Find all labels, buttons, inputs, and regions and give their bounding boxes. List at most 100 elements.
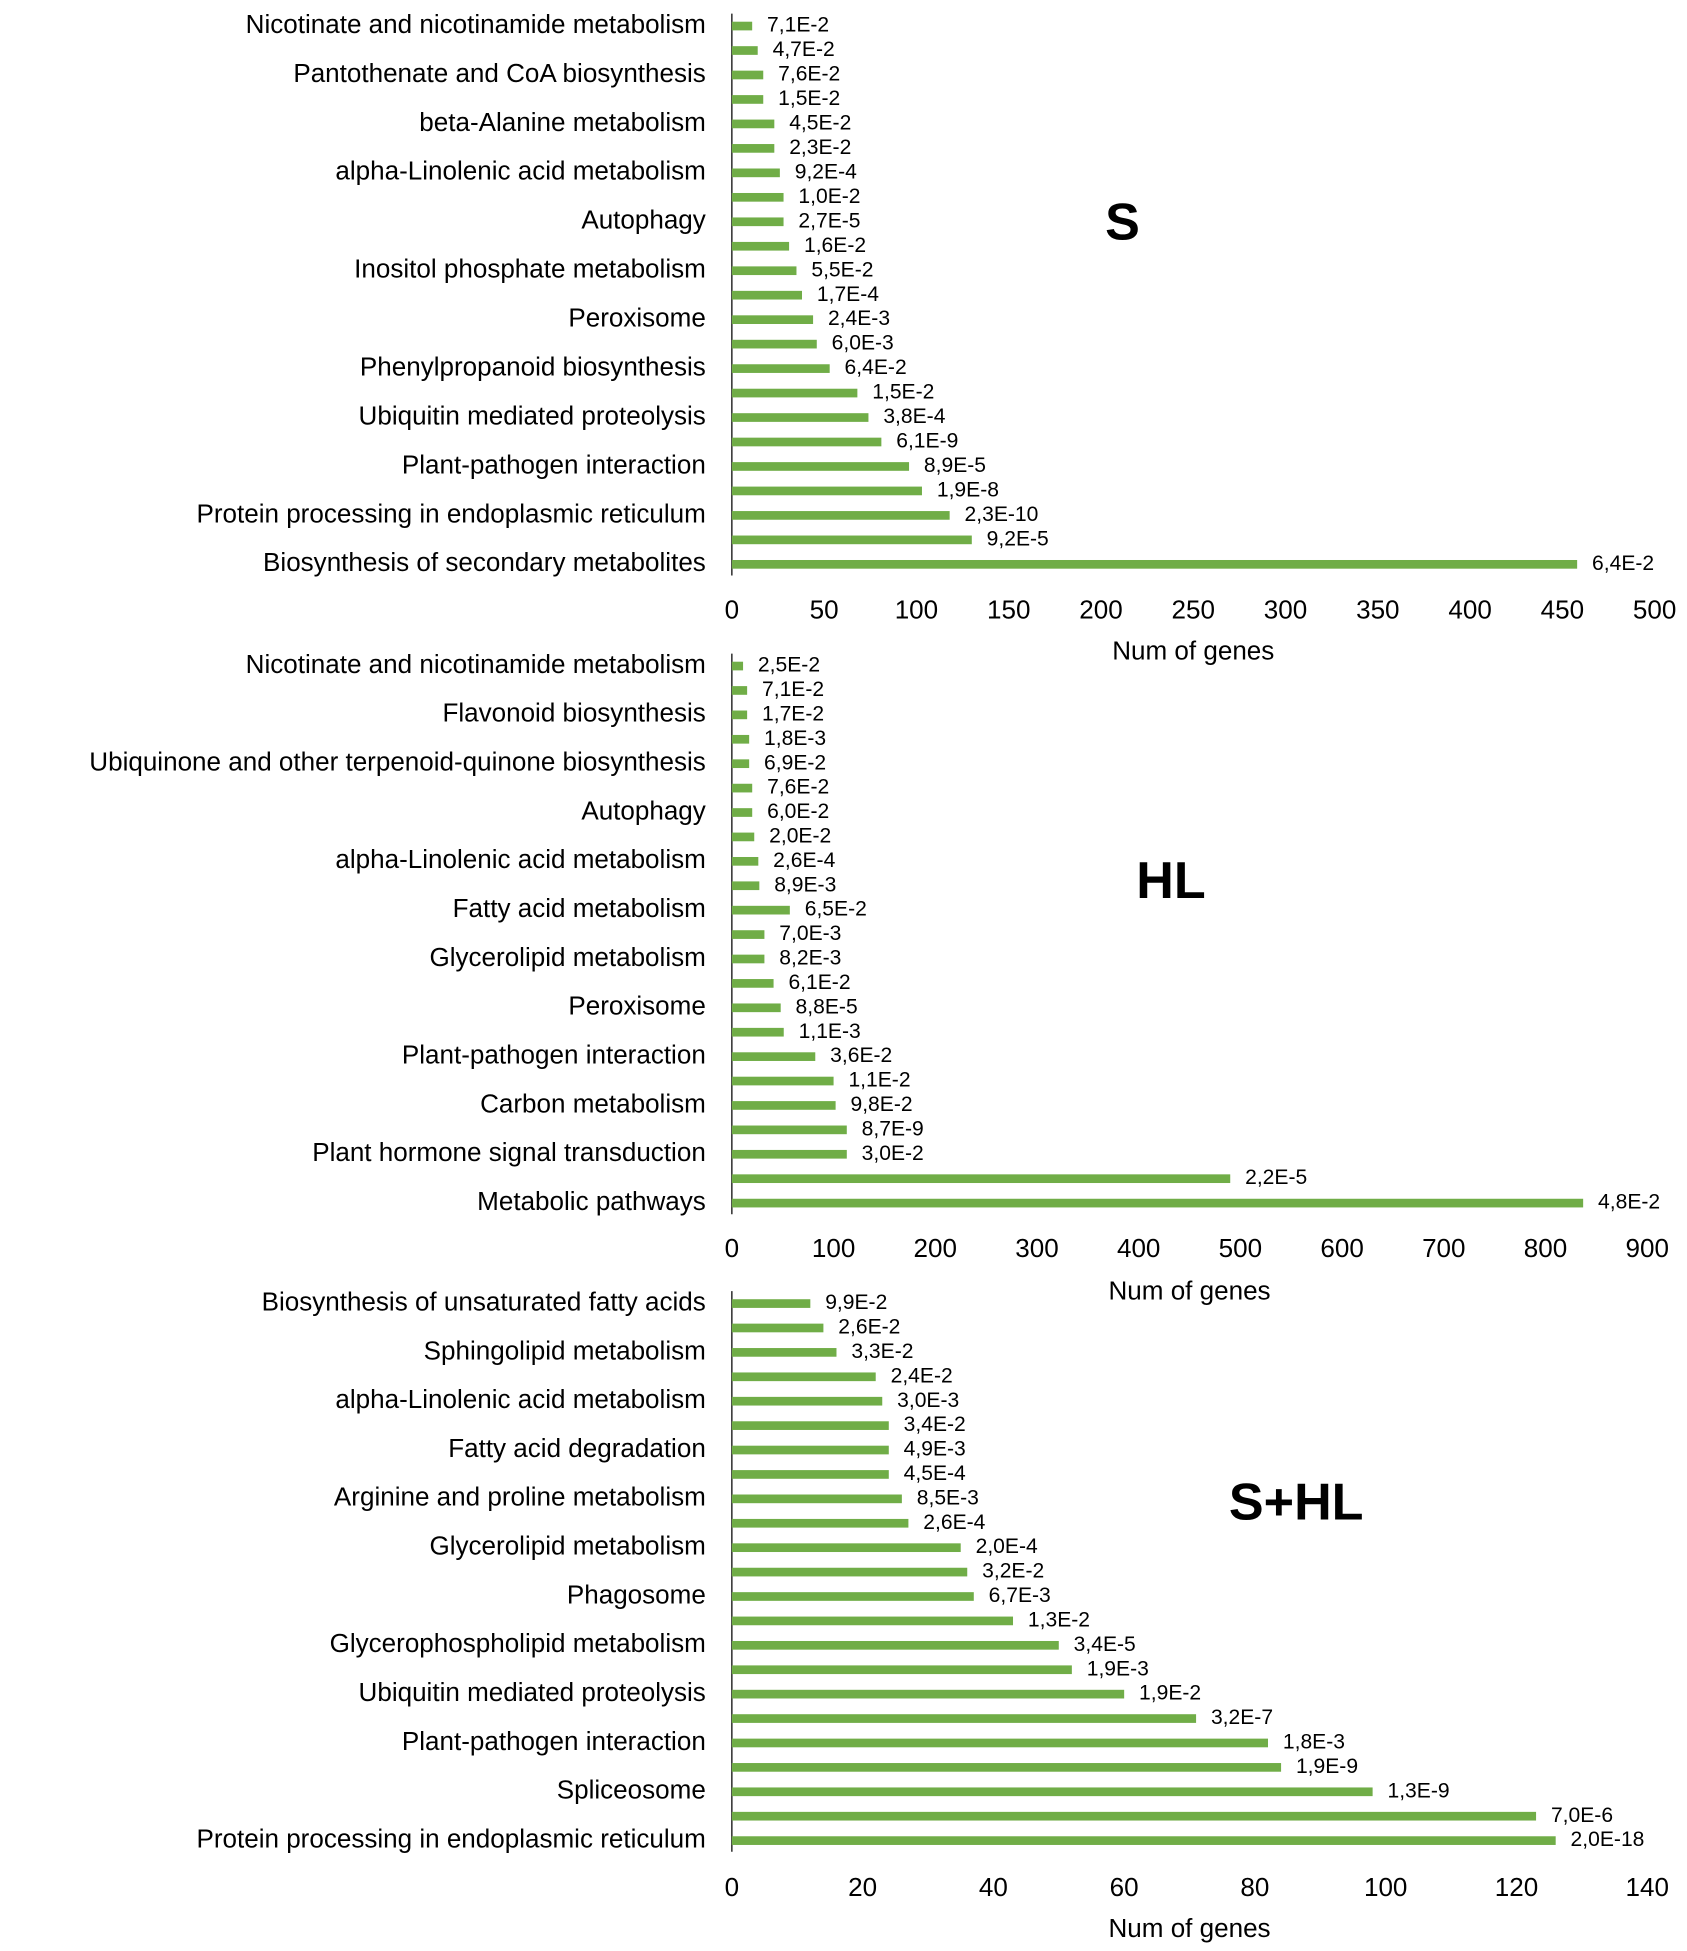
p-value-label: 2,4E-3 (828, 307, 890, 330)
p-value-label: 8,7E-9 (862, 1117, 924, 1140)
p-value-label: 1,3E-9 (1387, 1779, 1449, 1802)
bar (731, 95, 764, 104)
p-value-label: 8,9E-5 (924, 454, 986, 477)
bar (731, 1125, 847, 1135)
bar (731, 710, 748, 720)
p-value-label: 7,6E-2 (778, 63, 840, 86)
bar (731, 266, 797, 276)
bar (731, 1689, 1125, 1699)
bar (731, 192, 784, 202)
p-value-label: 2,6E-4 (773, 849, 835, 872)
p-value-label: 4,5E-4 (904, 1462, 966, 1485)
p-value-label: 5,5E-2 (811, 258, 873, 281)
category-label: Pantothenate and CoA biosynthesis (293, 58, 705, 88)
x-tick-label: 60 (1110, 1872, 1139, 1902)
p-value-label: 8,8E-5 (796, 995, 858, 1018)
bar (731, 1714, 1197, 1723)
p-value-label: 3,8E-4 (883, 405, 945, 428)
category-label: Metabolic pathways (477, 1186, 706, 1216)
bar (731, 1665, 1072, 1675)
category-label: Glycerolipid metabolism (429, 942, 705, 972)
x-tick-label: 100 (812, 1233, 855, 1263)
bar (731, 905, 790, 915)
bar (731, 661, 744, 671)
x-tick-label: 450 (1541, 594, 1584, 624)
bar (731, 144, 775, 153)
p-value-label: 8,5E-3 (917, 1486, 979, 1509)
x-tick-label: 250 (1172, 594, 1215, 624)
category-label: Plant-pathogen interaction (402, 1726, 706, 1756)
p-value-label: 2,7E-5 (798, 209, 860, 232)
bar (731, 315, 814, 325)
x-axis-label: Num of genes (1109, 1913, 1271, 1943)
x-tick-label: 0 (725, 1872, 739, 1902)
bar (731, 1348, 837, 1357)
bar (731, 70, 764, 80)
p-value-label: 3,4E-5 (1074, 1633, 1136, 1656)
p-value-label: 6,4E-2 (1592, 552, 1654, 575)
p-value-label: 9,2E-5 (987, 527, 1049, 550)
p-value-label: 1,9E-9 (1296, 1755, 1358, 1778)
bar (731, 783, 753, 793)
bar (731, 734, 750, 744)
x-tick-label: 150 (987, 594, 1030, 624)
category-label: Arginine and proline metabolism (334, 1482, 706, 1512)
p-value-label: 2,5E-2 (758, 654, 820, 677)
x-tick-label: 300 (1264, 594, 1307, 624)
bar (731, 808, 753, 817)
x-tick-label: 500 (1633, 594, 1676, 624)
category-label: Nicotinate and nicotinamide metabolism (246, 649, 706, 679)
x-axis-label: Num of genes (1112, 635, 1274, 665)
x-tick-label: 600 (1320, 1233, 1363, 1263)
p-value-label: 2,4E-2 (891, 1364, 953, 1387)
bar (731, 832, 755, 842)
bar (731, 1396, 883, 1406)
category-label: Ubiquinone and other terpenoid-quinone b… (89, 747, 706, 777)
p-value-label: 6,0E-2 (767, 800, 829, 823)
bar (731, 46, 758, 55)
panel-label: HL (1136, 852, 1205, 910)
category-label: Plant-pathogen interaction (402, 449, 706, 479)
bar (731, 119, 775, 129)
p-value-label: 1,9E-2 (1139, 1682, 1201, 1705)
category-label: Glycerolipid metabolism (429, 1531, 705, 1561)
x-tick-label: 20 (848, 1872, 877, 1902)
category-label: Phenylpropanoid biosynthesis (360, 351, 706, 381)
bar (731, 462, 910, 471)
category-label: Protein processing in endoplasmic reticu… (197, 498, 706, 528)
bar (731, 1811, 1537, 1821)
bar (731, 1052, 816, 1061)
category-label: Ubiquitin mediated proteolysis (359, 400, 706, 430)
x-tick-label: 900 (1625, 1233, 1668, 1263)
p-value-label: 4,5E-2 (789, 111, 851, 134)
x-tick-label: 350 (1356, 594, 1399, 624)
p-value-label: 1,8E-3 (1283, 1731, 1345, 1754)
p-value-label: 6,1E-2 (788, 971, 850, 994)
bar (731, 1299, 811, 1308)
bar (731, 1640, 1059, 1650)
x-tick-label: 120 (1495, 1872, 1538, 1902)
x-tick-label: 100 (1364, 1872, 1407, 1902)
panel-label: S+HL (1229, 1473, 1364, 1531)
x-tick-label: 0 (725, 1233, 739, 1263)
bar (731, 21, 753, 31)
category-label: Peroxisome (568, 991, 705, 1021)
x-tick-label: 80 (1240, 1872, 1269, 1902)
p-value-label: 6,4E-2 (845, 356, 907, 379)
bar (731, 413, 869, 422)
p-value-label: 7,6E-2 (767, 776, 829, 799)
x-tick-label: 400 (1448, 594, 1491, 624)
x-tick-label: 140 (1625, 1872, 1668, 1902)
p-value-label: 3,0E-3 (897, 1389, 959, 1412)
panel-label: S (1105, 194, 1140, 252)
bar (731, 1616, 1014, 1626)
p-value-label: 3,3E-2 (851, 1340, 913, 1363)
category-label: Fatty acid degradation (448, 1433, 706, 1463)
p-value-label: 2,0E-2 (769, 824, 831, 847)
x-tick-label: 200 (1079, 594, 1122, 624)
bar (731, 364, 830, 373)
x-tick-label: 100 (895, 594, 938, 624)
bar (731, 437, 882, 447)
p-value-label: 7,0E-6 (1551, 1804, 1613, 1827)
